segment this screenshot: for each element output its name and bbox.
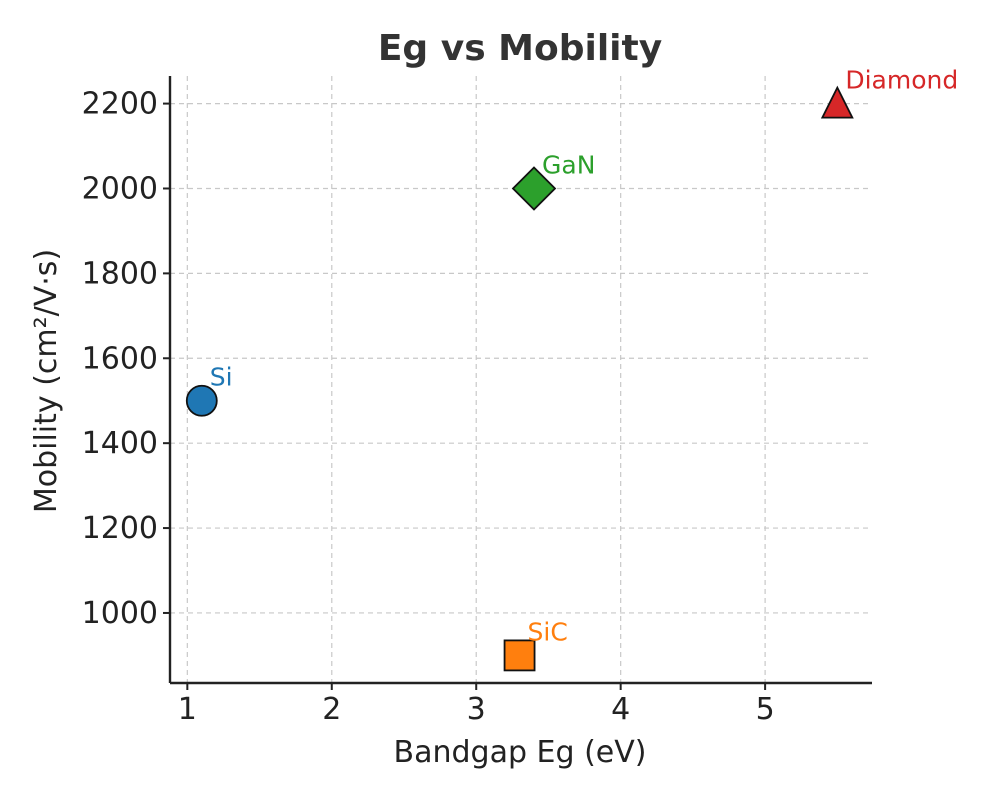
point-si-marker [185,384,218,417]
x-tick-label: 3 [467,692,486,727]
y-tick-label: 2200 [82,87,158,122]
y-tick-label: 1000 [82,596,158,631]
y-tick-label: 2000 [82,171,158,206]
chart-title: Eg vs Mobility [378,28,662,69]
grid-lines [170,76,872,683]
x-tick-label: 2 [322,692,341,727]
y-tick-label: 1800 [82,256,158,291]
axes [168,76,872,685]
y-tick-label: 1200 [82,511,158,546]
x-axis-label: Bandgap Eg (eV) [394,735,647,770]
y-tick-label: 1600 [82,341,158,376]
point-diamond-marker [820,85,854,119]
point-gan-marker [511,166,557,211]
point-gan-label: GaN [542,150,595,179]
y-axis-label: Mobility (cm²/V·s) [29,249,64,513]
y-tick-label: 1400 [82,426,158,461]
point-si-label: Si [210,363,233,392]
x-tick-label: 1 [178,692,197,727]
point-diamond-label: Diamond [845,66,958,95]
data-points: Si SiC GaN Diamond [185,66,958,672]
x-tick-label: 5 [756,692,775,727]
tick-labels: 1 2 3 4 5 1000 1200 1400 1600 1800 2000 2200 [82,87,775,727]
x-tick-label: 4 [611,692,630,727]
point-sic-marker [503,639,536,672]
point-sic-label: SiC [528,617,568,646]
